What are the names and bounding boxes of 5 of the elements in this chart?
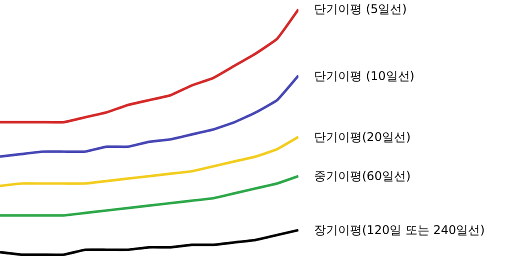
series-label: 단기이평 (10일선) — [314, 69, 414, 83]
series-label: 단기이평 (5일선) — [314, 2, 407, 16]
series-label: 중기이평(60일선) — [314, 169, 411, 183]
series-label: 장기이평(120일 또는 240일선) — [314, 223, 485, 237]
series-label: 단기이평(20일선) — [314, 130, 411, 144]
